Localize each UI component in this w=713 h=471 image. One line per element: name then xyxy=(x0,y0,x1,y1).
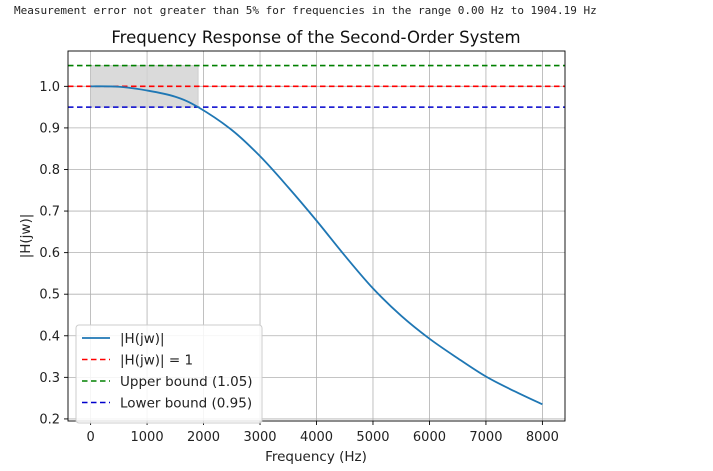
legend-entry: Lower bound (0.95) xyxy=(120,396,252,412)
legend-box xyxy=(75,324,263,424)
legend-entry: |H(jw)| = 1 xyxy=(120,353,193,369)
magnitude-curve xyxy=(90,85,543,406)
legend-entry: |H(jw)| xyxy=(120,331,165,347)
y-tick-label: 0.6 xyxy=(39,246,60,261)
console-output-line: Measurement error not greater than 5% fo… xyxy=(14,4,597,17)
y-tick-label: 0.3 xyxy=(39,371,60,386)
x-tick-label: 6000 xyxy=(413,430,446,445)
y-tick-label: 0.2 xyxy=(39,412,60,427)
x-tick-label: 2000 xyxy=(187,430,220,445)
y-tick-label: 0.5 xyxy=(39,288,60,303)
plot-area: 0 1000 2000 3000 4000 5000 6000 7000 8000 0.2 0.3 0… xyxy=(39,50,566,445)
x-tick-label: 8000 xyxy=(526,430,559,445)
x-tick-label: 0 xyxy=(86,430,94,445)
x-tick-label: 4000 xyxy=(300,430,333,445)
y-tick-label: 0.9 xyxy=(39,121,60,136)
x-tick-label: 3000 xyxy=(243,430,276,445)
y-tick-label: 0.4 xyxy=(39,329,60,344)
x-tick-label: 5000 xyxy=(356,430,389,445)
chart-title: Frequency Response of the Second-Order S… xyxy=(111,28,520,47)
y-axis-label: |H(jw)| xyxy=(18,214,34,259)
legend-entry: Upper bound (1.05) xyxy=(120,374,253,390)
y-tick-label: 0.8 xyxy=(39,163,60,178)
y-tick-label: 1.0 xyxy=(39,80,60,95)
x-tick-label: 7000 xyxy=(469,430,502,445)
x-tick-label: 1000 xyxy=(131,430,164,445)
x-axis-label: Frequency (Hz) xyxy=(265,449,367,465)
legend: |H(jw)| |H(jw)| = 1 Upper bound (1.05) Lowe… xyxy=(75,324,263,424)
y-tick-label: 0.7 xyxy=(39,205,60,220)
